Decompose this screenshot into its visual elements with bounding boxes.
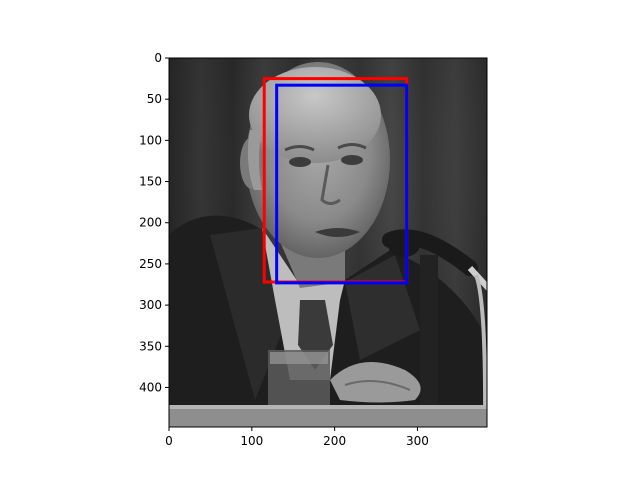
y-tick-label: 0 [154,51,162,65]
portrait-photo [169,58,487,427]
y-tick-label: 350 [139,339,162,353]
y-axis: 0 50 100 150 200 250 300 350 400 [139,51,169,394]
y-tick-label: 200 [139,216,162,230]
image-frame [168,57,488,428]
y-tick-label: 150 [139,175,162,189]
x-tick-label: 0 [165,434,173,448]
y-tick-label: 100 [139,133,162,147]
blue-box [275,83,409,285]
x-tick-label: 200 [323,434,346,448]
y-tick-label: 250 [139,257,162,271]
y-tick-label: 400 [139,380,162,394]
y-tick-label: 300 [139,298,162,312]
x-tick-label: 100 [240,434,263,448]
x-tick-label: 300 [406,434,429,448]
bounding-boxes [262,77,409,285]
y-tick-label: 50 [147,92,162,106]
x-axis: 0 100 200 300 [165,427,429,448]
